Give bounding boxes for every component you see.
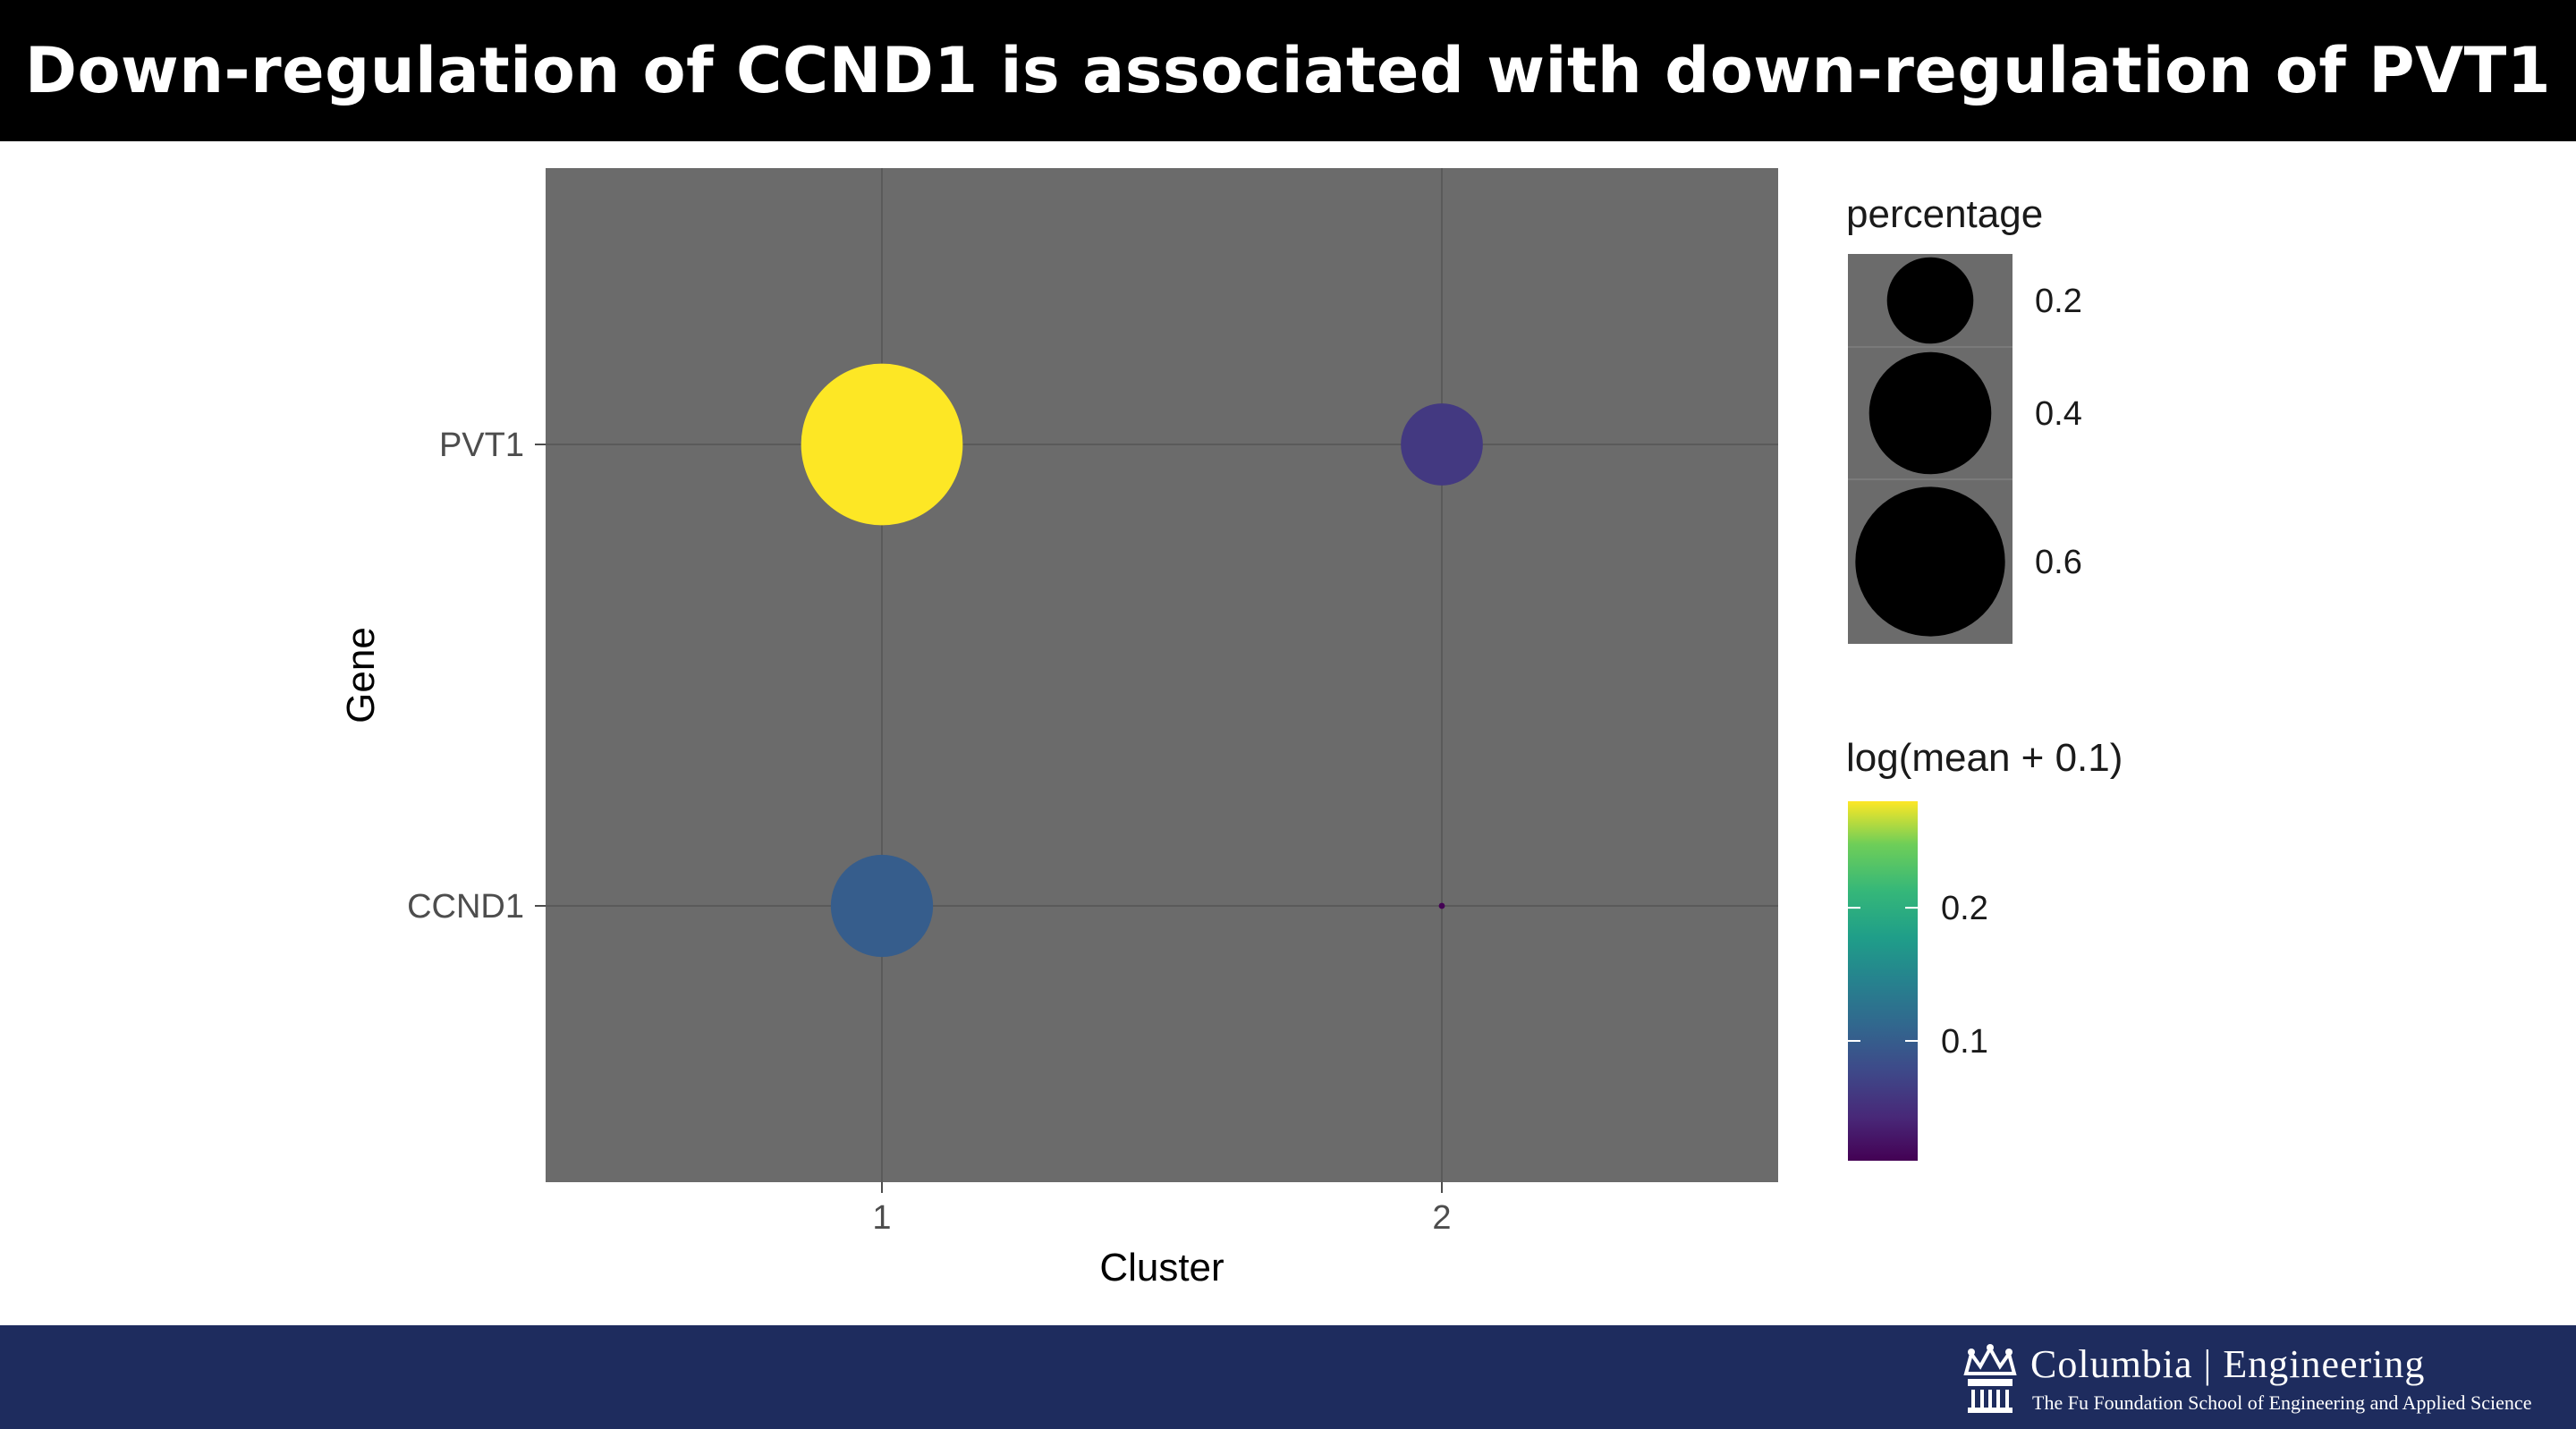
size-legend-label-2: 0.6	[2035, 544, 2082, 581]
size-legend-key-1	[1868, 351, 1992, 475]
crown-icon	[1963, 1344, 2017, 1413]
y-axis-title: Gene	[339, 627, 383, 723]
y-tick-label-ccnd1: CCND1	[407, 888, 524, 926]
colorbar	[1848, 801, 1918, 1161]
point-ccnd1-cluster-2	[1438, 902, 1445, 909]
size-legend-label-0: 0.2	[2035, 283, 2082, 320]
y-tick-label-pvt1: PVT1	[439, 427, 524, 464]
data-points	[801, 363, 1483, 958]
x-tick-label-1: 1	[872, 1199, 891, 1237]
colorbar-label-0: 0.1	[1941, 1023, 1988, 1061]
logo-name: Columbia | Engineering	[2030, 1342, 2426, 1386]
point-ccnd1-cluster-1	[830, 854, 934, 958]
logo-subtitle: The Fu Foundation School of Engineering …	[2032, 1391, 2532, 1414]
point-pvt1-cluster-2	[1401, 403, 1483, 486]
color-legend: 0.1 0.2	[1848, 801, 1988, 1161]
footer-bar: Columbia | Engineering The Fu Foundation…	[0, 1325, 2576, 1429]
size-legend-title: percentage	[1846, 192, 2043, 236]
columbia-engineering-logo: Columbia | Engineering The Fu Foundation…	[1961, 1341, 2551, 1416]
point-pvt1-cluster-1	[801, 363, 963, 526]
slide-title: Down-regulation of CCND1 is associated w…	[24, 34, 2552, 107]
title-bar: Down-regulation of CCND1 is associated w…	[0, 0, 2576, 141]
gridlines	[546, 168, 1778, 1182]
y-axis: CCND1 PVT1	[407, 427, 546, 926]
size-legend-key-2	[1855, 486, 2005, 637]
size-legend: 0.2 0.4 0.6	[1848, 254, 2082, 644]
color-legend-title: log(mean + 0.1)	[1846, 736, 2123, 780]
size-legend-key-0	[1886, 257, 1974, 344]
plot-panel	[546, 168, 1778, 1182]
colorbar-label-1: 0.2	[1941, 890, 1988, 927]
size-legend-label-1: 0.4	[2035, 395, 2082, 433]
x-axis-title: Cluster	[1099, 1246, 1224, 1289]
x-tick-label-2: 2	[1432, 1199, 1451, 1237]
